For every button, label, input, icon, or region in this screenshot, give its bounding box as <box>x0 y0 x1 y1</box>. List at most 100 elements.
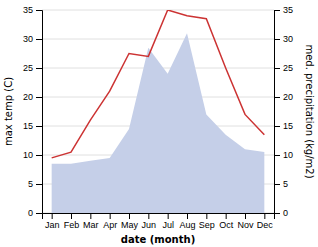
tick: 20 <box>274 92 293 102</box>
y-axis: 0 5 10 15 20 25 30 35 <box>23 5 43 218</box>
tick-label: Aug <box>179 220 195 230</box>
tick: 0 <box>274 208 288 218</box>
tick-label: 5 <box>283 179 288 189</box>
x-axis: Jan FebMar Apr MayJun Jul Aug Sep OctNovDec <box>43 213 275 230</box>
tick-mark <box>129 213 130 219</box>
tick-label: Feb <box>64 220 80 230</box>
tick-mark <box>274 155 280 156</box>
tick: Jul <box>162 213 174 230</box>
tick-label: Apr <box>103 220 117 230</box>
tick-label: May <box>121 220 139 230</box>
tick: Sep <box>199 213 215 230</box>
tick-label: Oct <box>219 220 234 230</box>
tick: 35 <box>23 5 42 15</box>
tick-mark <box>110 213 111 219</box>
tick: Jun <box>142 213 157 230</box>
tick-label: Nov <box>237 220 254 230</box>
tick-mark <box>226 213 227 219</box>
tick-mark <box>36 68 42 69</box>
tick-mark <box>36 155 42 156</box>
tick-mark <box>274 39 280 40</box>
tick: 15 <box>23 121 42 131</box>
tick: Dec <box>257 213 274 230</box>
tick-mark <box>274 97 280 98</box>
tick-label: Sep <box>199 220 215 230</box>
tick-label: Jan <box>45 220 60 230</box>
tick-mark <box>245 213 246 219</box>
tick-label: 30 <box>283 34 293 44</box>
tick: 10 <box>274 150 293 160</box>
tick-mark <box>36 39 42 40</box>
grid <box>42 10 274 213</box>
tick-mark <box>274 126 280 127</box>
tick-label: 15 <box>283 121 293 131</box>
tick-mark <box>206 213 207 219</box>
tick: Oct <box>219 213 234 230</box>
tick-mark <box>274 184 280 185</box>
tick: 25 <box>23 63 42 73</box>
tick: 20 <box>23 92 42 102</box>
tick-label: Jul <box>162 220 174 230</box>
tick: 30 <box>23 34 42 44</box>
tick: Apr <box>103 213 117 230</box>
plot-root: Jan FebMar Apr MayJun Jul Aug Sep OctNovDec 0 5 10… <box>3 5 315 245</box>
tick-mark <box>36 10 42 11</box>
tick-label: 25 <box>283 63 293 73</box>
tick: 15 <box>274 121 293 131</box>
grid-line <box>42 10 274 11</box>
tick-label: 15 <box>23 121 33 131</box>
x-axis-title: date (month) <box>121 234 195 245</box>
tick: 35 <box>274 5 293 15</box>
tick-mark <box>36 97 42 98</box>
tick-label: 0 <box>28 208 33 218</box>
tick-mark <box>36 126 42 127</box>
tick-mark <box>90 213 91 219</box>
tick-label: 35 <box>23 5 33 15</box>
tick: 5 <box>28 179 42 189</box>
tick: 25 <box>274 63 293 73</box>
line <box>52 10 265 158</box>
tick-mark <box>274 213 280 214</box>
y2-axis-title: med. precipitation (kg/m2) <box>304 44 315 178</box>
tick: Nov <box>237 213 254 230</box>
tick-label: 10 <box>283 150 293 160</box>
tick-mark <box>148 213 149 219</box>
tick: 30 <box>274 34 293 44</box>
tick-mark <box>168 213 169 219</box>
tick: May <box>121 213 139 230</box>
tick-mark <box>52 213 53 219</box>
tick: Jan <box>45 213 60 230</box>
axis-line <box>43 214 275 220</box>
tick: Mar <box>83 213 99 230</box>
tick-label: Mar <box>83 220 99 230</box>
chart: Jan FebMar Apr MayJun Jul Aug Sep OctNovDec 0 5 10… <box>0 0 318 247</box>
tick-mark <box>274 10 280 11</box>
tick-mark <box>71 213 72 219</box>
tick-mark <box>36 184 42 185</box>
plot-area <box>52 10 265 213</box>
tick-mark <box>274 68 280 69</box>
tick-mark <box>187 213 188 219</box>
area <box>52 33 265 213</box>
tick-label: 0 <box>283 208 288 218</box>
tick-label: Dec <box>257 220 274 230</box>
tick-label: 35 <box>283 5 293 15</box>
tick-label: 5 <box>28 179 33 189</box>
tick-label: Jun <box>142 220 157 230</box>
grid-line <box>42 39 274 40</box>
axis-line <box>275 11 281 214</box>
tick: Aug <box>179 213 195 230</box>
tick: 10 <box>23 150 42 160</box>
tick-label: 25 <box>23 63 33 73</box>
tick-mark <box>36 213 42 214</box>
y-axis-title: max temp (C) <box>3 77 14 146</box>
tick-mark <box>264 213 265 219</box>
tick-label: 30 <box>23 34 33 44</box>
y2-axis: 0 5 10 15 20 25 30 35 <box>274 5 293 218</box>
tick-label: 20 <box>283 92 293 102</box>
tick: Feb <box>64 213 80 230</box>
tick-label: 20 <box>23 92 33 102</box>
tick: 0 <box>28 208 42 218</box>
axis-line <box>36 11 43 214</box>
tick-label: 10 <box>23 150 33 160</box>
